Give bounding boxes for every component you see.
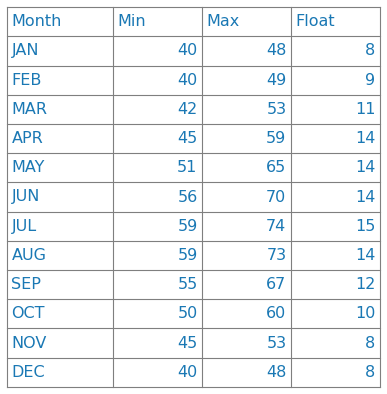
Text: 50: 50 xyxy=(177,307,198,322)
Text: 11: 11 xyxy=(355,102,375,117)
Text: SEP: SEP xyxy=(12,277,41,292)
Text: JAN: JAN xyxy=(12,43,39,58)
Text: 40: 40 xyxy=(177,43,198,58)
Text: 40: 40 xyxy=(177,365,198,380)
Text: 60: 60 xyxy=(266,307,286,322)
Text: MAR: MAR xyxy=(12,102,48,117)
Text: 10: 10 xyxy=(355,307,375,322)
Text: 56: 56 xyxy=(177,190,198,204)
Text: Min: Min xyxy=(118,14,146,29)
Text: 65: 65 xyxy=(266,160,286,175)
Text: 67: 67 xyxy=(266,277,286,292)
Text: 45: 45 xyxy=(177,131,198,146)
Text: 8: 8 xyxy=(365,336,375,351)
Text: 8: 8 xyxy=(365,365,375,380)
Text: Max: Max xyxy=(207,14,240,29)
Text: 12: 12 xyxy=(355,277,375,292)
Text: 53: 53 xyxy=(266,102,286,117)
Text: Float: Float xyxy=(295,14,335,29)
Text: 49: 49 xyxy=(266,72,286,87)
Text: 48: 48 xyxy=(266,43,286,58)
Text: 45: 45 xyxy=(177,336,198,351)
Text: Month: Month xyxy=(12,14,62,29)
Text: AUG: AUG xyxy=(12,248,46,263)
Text: 70: 70 xyxy=(266,190,286,204)
Text: JUN: JUN xyxy=(12,190,40,204)
Text: 14: 14 xyxy=(355,160,375,175)
Text: NOV: NOV xyxy=(12,336,47,351)
Text: OCT: OCT xyxy=(12,307,45,322)
Text: DEC: DEC xyxy=(12,365,45,380)
Text: 14: 14 xyxy=(355,248,375,263)
Text: 59: 59 xyxy=(177,248,198,263)
Text: JUL: JUL xyxy=(12,219,36,234)
Text: 59: 59 xyxy=(266,131,286,146)
Text: 74: 74 xyxy=(266,219,286,234)
Text: 14: 14 xyxy=(355,190,375,204)
Text: 9: 9 xyxy=(365,72,375,87)
Text: 8: 8 xyxy=(365,43,375,58)
Text: 73: 73 xyxy=(266,248,286,263)
Text: 15: 15 xyxy=(355,219,375,234)
Text: MAY: MAY xyxy=(12,160,45,175)
Text: 14: 14 xyxy=(355,131,375,146)
Text: 42: 42 xyxy=(177,102,198,117)
Text: 51: 51 xyxy=(177,160,198,175)
Text: 55: 55 xyxy=(177,277,198,292)
Text: 59: 59 xyxy=(177,219,198,234)
Text: 53: 53 xyxy=(266,336,286,351)
Text: 48: 48 xyxy=(266,365,286,380)
Text: 40: 40 xyxy=(177,72,198,87)
Text: APR: APR xyxy=(12,131,43,146)
Text: FEB: FEB xyxy=(12,72,42,87)
